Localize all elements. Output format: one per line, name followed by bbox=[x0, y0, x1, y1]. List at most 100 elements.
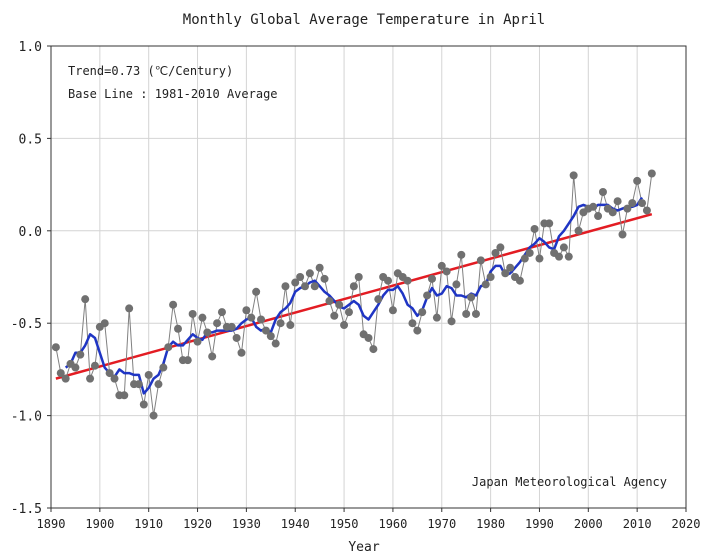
anomaly-point bbox=[452, 280, 461, 289]
anomaly-point bbox=[120, 391, 129, 400]
y-tick-label: -0.5 bbox=[11, 317, 42, 332]
anomaly-point bbox=[633, 176, 642, 185]
running-mean-layer bbox=[51, 169, 656, 420]
trend-line bbox=[55, 212, 653, 380]
anomaly-point bbox=[501, 269, 510, 278]
x-tick-label: 1920 bbox=[183, 517, 212, 531]
anomaly-point bbox=[266, 332, 275, 341]
anomaly-point bbox=[105, 369, 114, 378]
trend-line-layer bbox=[55, 212, 653, 380]
anomaly-point bbox=[183, 356, 192, 365]
anomaly-point bbox=[100, 319, 109, 328]
anomaly-point bbox=[535, 254, 544, 263]
anomaly-point bbox=[242, 306, 251, 315]
anomaly-point bbox=[481, 280, 490, 289]
anomaly-point bbox=[296, 273, 305, 281]
anomaly-point bbox=[628, 199, 637, 208]
anomaly-series-layer bbox=[55, 173, 653, 416]
x-tick-label: 1910 bbox=[134, 517, 163, 531]
anomaly-point bbox=[530, 224, 539, 233]
anomaly-point bbox=[86, 374, 95, 383]
anomaly-point bbox=[217, 308, 226, 317]
anomaly-point bbox=[369, 345, 378, 354]
anomaly-point bbox=[496, 243, 505, 252]
anomaly-point bbox=[276, 319, 285, 328]
anomaly-point bbox=[344, 308, 353, 317]
x-tick-label: 1900 bbox=[85, 517, 114, 531]
anomaly-point bbox=[291, 278, 300, 287]
y-tick-label: 1.0 bbox=[19, 40, 42, 55]
anomaly-point bbox=[125, 304, 134, 313]
x-tick-label: 1890 bbox=[37, 517, 66, 531]
anomaly-point bbox=[623, 204, 632, 213]
y-tick-label: -1.5 bbox=[11, 502, 42, 517]
anomaly-point bbox=[330, 311, 339, 320]
x-tick-label: 1990 bbox=[525, 517, 554, 531]
anomaly-point bbox=[261, 326, 270, 335]
anomaly-point bbox=[286, 321, 295, 330]
anomaly-line bbox=[55, 173, 653, 416]
anomaly-point bbox=[423, 291, 432, 300]
anomaly-point bbox=[247, 313, 256, 322]
anomaly-point bbox=[618, 230, 627, 239]
anomaly-point bbox=[340, 321, 349, 330]
x-tick-label: 2020 bbox=[672, 517, 701, 531]
anomaly-point bbox=[467, 293, 476, 302]
source-annotation: Japan Meteorological Agency bbox=[472, 475, 667, 489]
anomaly-point bbox=[174, 324, 182, 333]
x-tick-label: 1960 bbox=[378, 517, 407, 531]
anomaly-point bbox=[188, 309, 197, 318]
anomaly-point bbox=[408, 319, 417, 328]
anomaly-point bbox=[574, 226, 583, 235]
anomaly-point bbox=[281, 282, 290, 291]
anomaly-point bbox=[428, 274, 436, 283]
anomaly-point bbox=[56, 369, 65, 378]
anomaly-point bbox=[237, 348, 246, 357]
x-axis-label: Year bbox=[348, 540, 379, 555]
anomaly-point bbox=[51, 343, 60, 352]
anomaly-point bbox=[447, 317, 456, 326]
anomaly-point bbox=[364, 333, 373, 342]
anomaly-point bbox=[462, 309, 471, 318]
anomaly-point bbox=[227, 322, 236, 331]
anomaly-point bbox=[320, 274, 329, 283]
y-tick-label: -1.0 bbox=[11, 410, 42, 425]
anomaly-point bbox=[589, 202, 598, 211]
anomaly-point bbox=[310, 282, 319, 291]
x-tick-label: 1940 bbox=[281, 517, 310, 531]
anomaly-point bbox=[374, 295, 383, 304]
anomaly-point bbox=[305, 269, 314, 278]
anomaly-point bbox=[471, 309, 480, 318]
baseline-annotation: Base Line : 1981-2010 Average bbox=[68, 87, 278, 101]
anomaly-point bbox=[569, 171, 578, 180]
anomaly-point bbox=[81, 295, 90, 304]
anomaly-point bbox=[457, 250, 466, 259]
anomaly-point bbox=[149, 411, 158, 420]
plot-frame bbox=[50, 45, 687, 509]
anomaly-point bbox=[154, 380, 163, 389]
anomaly-point bbox=[491, 248, 500, 257]
anomaly-point bbox=[159, 363, 168, 372]
anomaly-point bbox=[442, 267, 451, 276]
anomaly-point bbox=[525, 248, 534, 257]
y-tick-label: 0.5 bbox=[19, 132, 42, 147]
x-tick-label: 1950 bbox=[330, 517, 359, 531]
anomaly-point bbox=[486, 273, 495, 281]
x-tick-label: 1970 bbox=[427, 517, 456, 531]
x-tick-label: 1980 bbox=[476, 517, 505, 531]
anomaly-point bbox=[520, 254, 529, 263]
anomaly-point bbox=[613, 197, 622, 206]
anomaly-point bbox=[252, 287, 261, 296]
anomaly-point bbox=[208, 352, 217, 361]
anomaly-point bbox=[515, 276, 524, 285]
anomaly-point bbox=[61, 374, 70, 383]
anomaly-point bbox=[144, 370, 153, 379]
anomaly-point bbox=[437, 261, 446, 270]
anomaly-point bbox=[642, 206, 651, 215]
anomaly-point bbox=[598, 187, 607, 196]
anomaly-point bbox=[432, 313, 441, 322]
y-tick-label: 0.0 bbox=[19, 225, 42, 240]
anomaly-point bbox=[506, 263, 515, 272]
anomaly-point bbox=[110, 374, 119, 383]
